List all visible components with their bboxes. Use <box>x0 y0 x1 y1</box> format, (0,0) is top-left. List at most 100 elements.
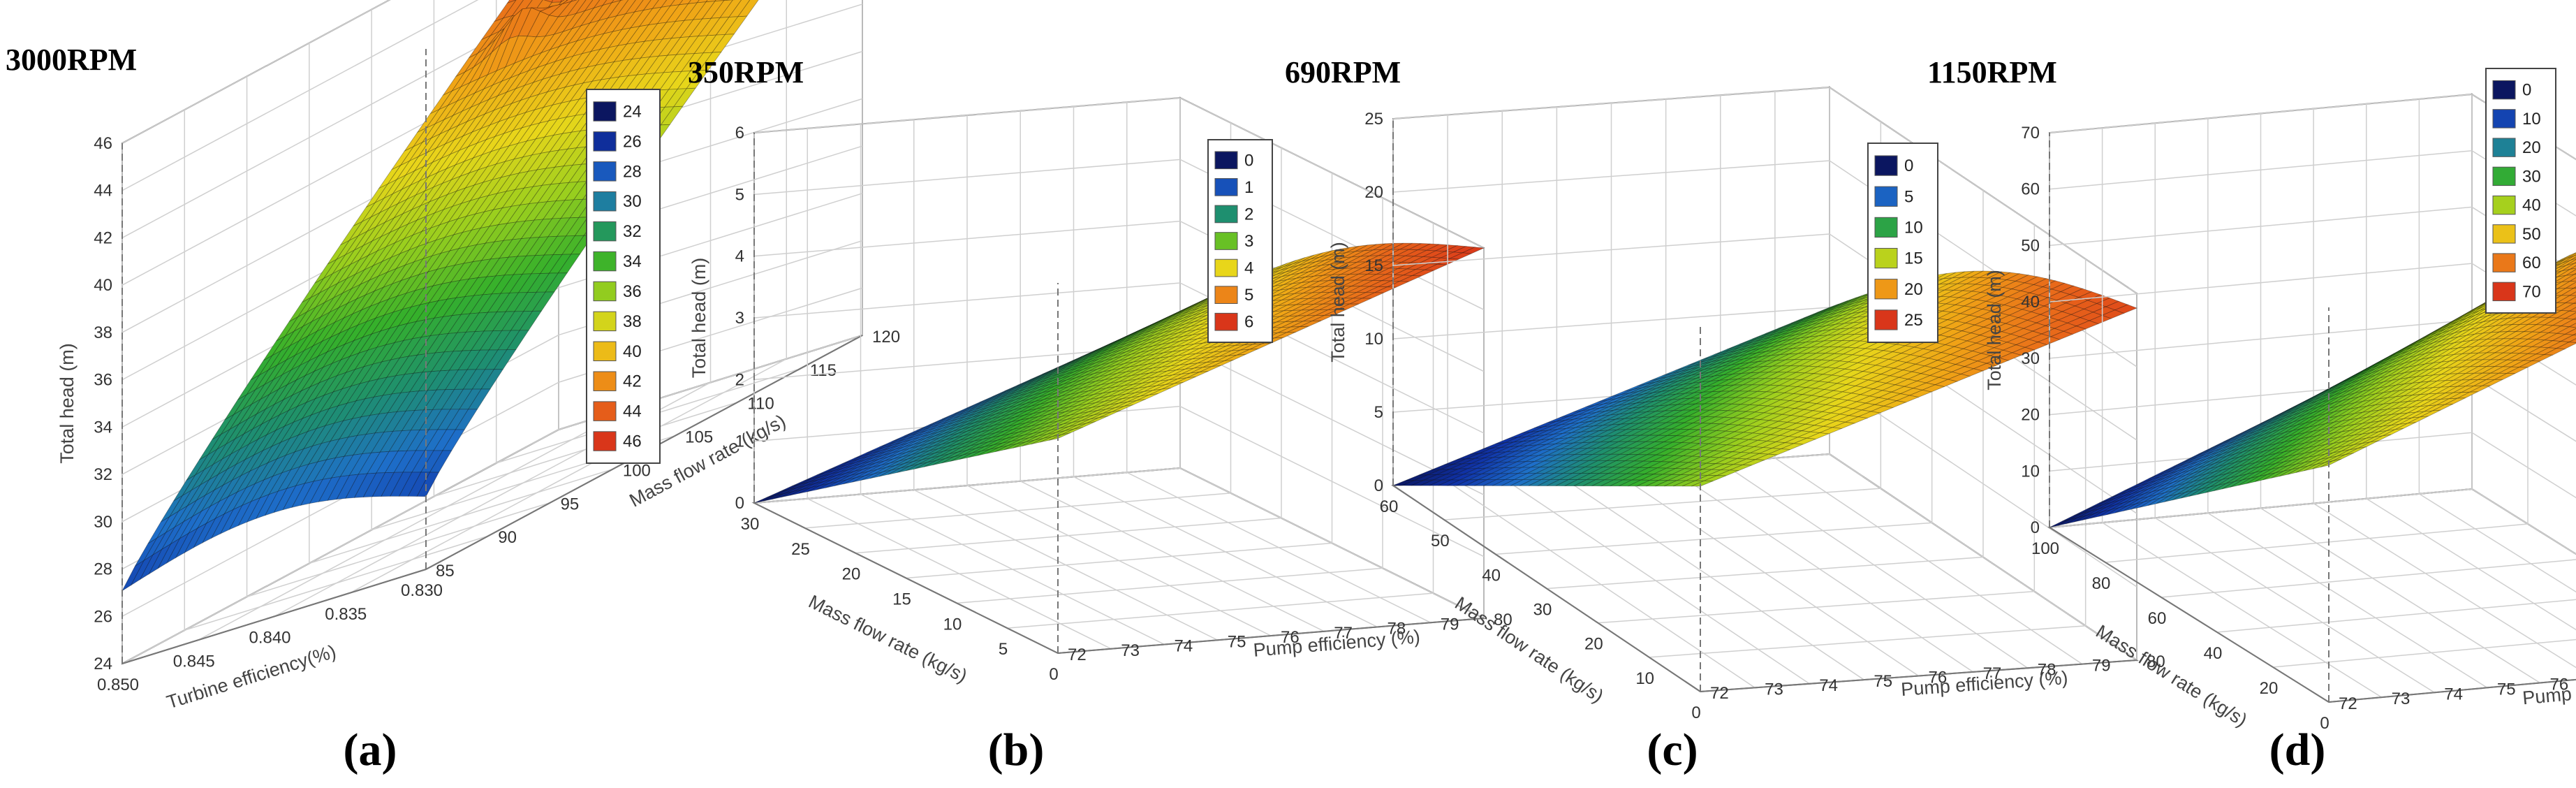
z-tick-label: 0 <box>735 494 744 513</box>
x-tick-label: 0 <box>1691 703 1700 722</box>
grid-line <box>1611 469 1919 677</box>
legend-label: 6 <box>1244 313 1253 332</box>
grid-line <box>246 502 551 598</box>
surface-cell <box>416 472 440 497</box>
rpm-title: 3000RPM <box>6 43 137 77</box>
z-tick-label: 40 <box>2021 293 2040 312</box>
x-tick-label: 60 <box>1380 497 1399 516</box>
x-tick-label: 30 <box>741 515 760 534</box>
legend-label: 32 <box>623 222 642 241</box>
grid-line <box>122 0 391 144</box>
legend-swatch <box>1874 217 1898 238</box>
grid-line <box>1774 458 2083 665</box>
grid-line <box>2471 488 2576 555</box>
legend-swatch <box>593 281 617 302</box>
z-tick-label: 26 <box>94 607 112 626</box>
y-tick-label: 95 <box>561 495 580 513</box>
x-tick-label: 0.835 <box>325 605 367 624</box>
legend-label: 0 <box>1244 151 1253 170</box>
z-tick-label: 3 <box>735 309 744 328</box>
grid-line <box>2161 559 2576 598</box>
legend-label: 46 <box>623 432 642 451</box>
z-tick-label: 34 <box>94 418 112 437</box>
z-tick-label: 50 <box>2021 236 2040 255</box>
x-tick-label: 80 <box>2092 574 2111 593</box>
grid-line <box>2154 517 2435 693</box>
y-tick-label: 100 <box>623 461 651 480</box>
z-tick-label: 2 <box>735 370 744 389</box>
legend-label: 34 <box>623 252 642 271</box>
x-tick-label: 25 <box>791 540 810 559</box>
z-tick-label: 5 <box>735 185 744 204</box>
legend-swatch <box>1214 151 1238 170</box>
legend-swatch <box>593 221 617 242</box>
legend-label: 36 <box>623 282 642 301</box>
surface-cell <box>575 0 594 15</box>
z-tick-label: 15 <box>1364 256 1383 275</box>
z-tick-label: 46 <box>94 134 112 153</box>
grid-line <box>2102 522 2383 698</box>
z-axis-label: Total head (m) <box>57 343 78 464</box>
legend-swatch <box>1874 279 1898 300</box>
legend-label: 10 <box>1904 218 1923 237</box>
floor <box>2047 488 2576 703</box>
grid-line <box>2471 488 2576 555</box>
z-axis-label: Total head (m) <box>1327 242 1348 363</box>
grid-line <box>122 381 559 617</box>
x-tick-label: 15 <box>892 590 911 609</box>
z-tick-label: 42 <box>94 228 112 247</box>
y-tick-label: 73 <box>1765 680 1783 699</box>
surface-a <box>121 0 759 592</box>
legend-swatch <box>593 371 617 391</box>
x-tick-label: 0 <box>1049 665 1058 684</box>
surface-cell <box>519 310 543 331</box>
legend-label: 15 <box>1904 249 1923 268</box>
legend-swatch <box>1214 258 1238 277</box>
z-tick-label: 38 <box>94 323 112 342</box>
y-tick-label: 73 <box>1121 641 1140 660</box>
grid-line <box>860 493 1165 645</box>
legend-swatch <box>593 131 617 152</box>
surface-cell <box>506 0 517 4</box>
legend-swatch <box>1214 205 1238 224</box>
surface-cell <box>728 0 751 17</box>
z-tick-label: 30 <box>94 513 112 532</box>
surface-cell <box>1362 292 1384 299</box>
rpm-title: 690RPM <box>1285 55 1401 89</box>
grid-line <box>122 0 479 191</box>
surface-cell <box>561 0 573 5</box>
y-tick-label: 90 <box>498 528 517 547</box>
legend-label: 28 <box>623 162 642 181</box>
legend-swatch <box>593 251 617 272</box>
surface-cell <box>719 0 742 18</box>
grid-line <box>1126 472 1431 623</box>
chart-panel-d: 0102030405060701008060402007273747576777… <box>1984 68 2576 733</box>
legend-label: 20 <box>1904 280 1923 299</box>
x-tick-label: 30 <box>1533 601 1552 620</box>
legend-label: 3 <box>1244 232 1253 251</box>
legend-label: 26 <box>623 132 642 151</box>
surface-cell <box>1286 326 1309 333</box>
x-tick-label: 10 <box>943 615 962 634</box>
legend-swatch <box>1874 247 1898 269</box>
z-tick-label: 70 <box>2021 124 2040 143</box>
legend-label: 4 <box>1244 259 1253 278</box>
y-tick-label: 72 <box>1068 645 1087 664</box>
grid-line <box>1020 481 1325 632</box>
surface-cell <box>1412 269 1434 277</box>
grid-line <box>1665 465 1974 673</box>
grid-line <box>1073 476 1378 628</box>
legend-swatch <box>593 161 617 182</box>
x-tick-label: 40 <box>1482 566 1501 585</box>
legend-label: 25 <box>1904 311 1923 330</box>
grid-line <box>184 535 489 631</box>
x-axis-line <box>753 502 1059 654</box>
grid-line <box>2216 599 2576 633</box>
z-tick-label: 44 <box>94 182 112 200</box>
chart-panel-a: 2426283032343638404244460.8500.8450.8400… <box>57 0 900 713</box>
legend-swatch <box>1214 178 1238 196</box>
surface-cell <box>531 291 555 312</box>
y-tick-label: 79 <box>2092 657 2111 676</box>
